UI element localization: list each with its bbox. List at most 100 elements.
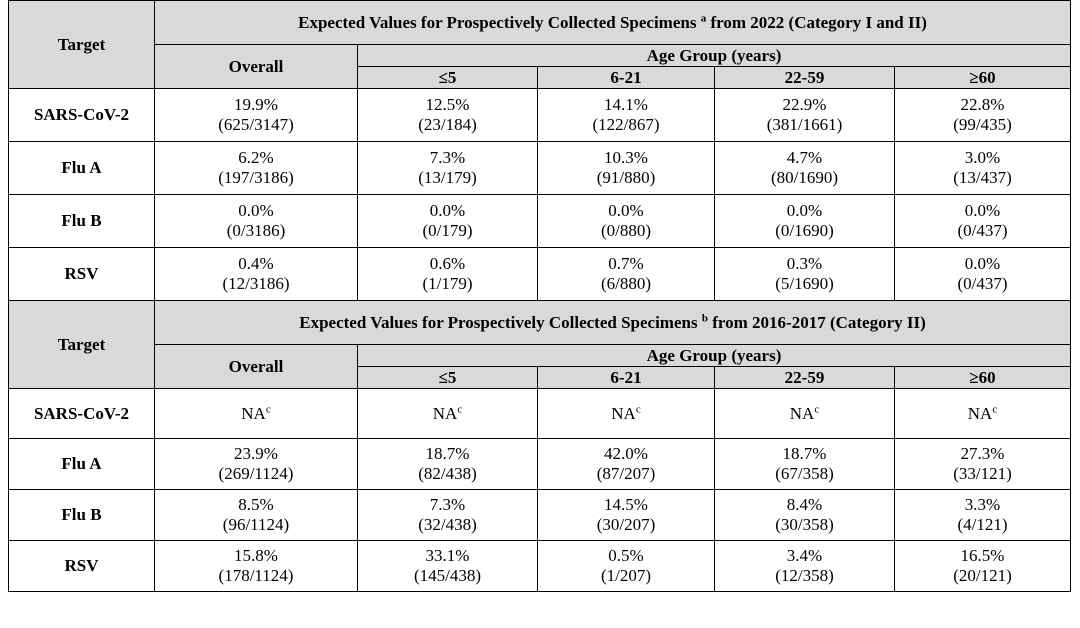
- table-row: SARS-CoV-2 NAc NAc NAc NAc NAc: [8, 388, 1072, 439]
- value-cell: 7.3% (13/179): [357, 141, 538, 195]
- value-cell: 3.3% (4/121): [893, 489, 1072, 541]
- fraction-value: (80/1690): [770, 168, 839, 187]
- value-cell: 0.0% (0/880): [537, 194, 715, 248]
- fraction-value: (82/438): [418, 464, 477, 483]
- fraction-value: (381/1661): [766, 115, 843, 134]
- percent-value: 10.3%: [604, 148, 648, 167]
- overall-header: Overall: [154, 44, 358, 89]
- row-target: Flu B: [8, 194, 155, 248]
- table-row: Flu A 6.2% (197/3186) 7.3% (13/179) 10.3% (91/…: [8, 141, 1072, 195]
- percent-value: 22.8%: [960, 95, 1005, 114]
- value-cell: 16.5% (20/121): [893, 540, 1072, 592]
- section-0-group-row: Overall Age Group (years): [9, 44, 1072, 89]
- value-cell: 27.3% (33/121): [893, 438, 1072, 490]
- fraction-value: (197/3186): [218, 168, 294, 187]
- na-footnote-mark: c: [814, 402, 820, 415]
- fraction-value: (20/121): [953, 566, 1012, 585]
- fraction-value: (12/3186): [222, 274, 290, 293]
- age-band-header: ≥60: [893, 66, 1072, 89]
- section-caption: Expected Values for Prospectively Collec…: [153, 0, 1072, 45]
- row-target: RSV: [8, 247, 155, 301]
- percent-value: 8.5%: [238, 495, 274, 514]
- value-cell: 0.0% (0/437): [893, 247, 1072, 301]
- na-text: NA: [241, 403, 266, 423]
- value-cell: 19.9% (625/3147): [154, 88, 358, 142]
- na-cell: NAc: [357, 388, 538, 439]
- fraction-value: (13/437): [953, 168, 1012, 187]
- age-band-header: 22-59: [714, 366, 895, 389]
- value-cell: 0.0% (0/3186): [154, 194, 358, 248]
- table-row: Flu B 8.5% (96/1124) 7.3% (32/438) 14.5% (30/2…: [8, 489, 1072, 541]
- age-band-header: 6-21: [537, 366, 715, 389]
- section-1-caption-row: Target Expected Values for Prospectively …: [8, 300, 1072, 389]
- percent-value: 14.1%: [604, 95, 648, 114]
- na-cell: NAc: [893, 388, 1072, 439]
- fraction-value: (122/867): [592, 115, 660, 134]
- expected-values-table: Target Expected Values for Prospectively …: [8, 0, 1072, 592]
- age-band-header: ≤5: [357, 366, 538, 389]
- table-row: SARS-CoV-2 19.9% (625/3147) 12.5% (23/184) 14…: [8, 88, 1072, 142]
- fraction-value: (32/438): [418, 515, 477, 534]
- value-cell: 0.0% (0/1690): [714, 194, 895, 248]
- value-cell: 18.7% (67/358): [714, 438, 895, 490]
- percent-value: 0.0%: [964, 201, 1001, 220]
- percent-value: 3.4%: [786, 546, 823, 565]
- caption-tail: from 2022 (Category I and II): [710, 12, 927, 32]
- na-cell: NAc: [537, 388, 715, 439]
- fraction-value: (87/207): [596, 464, 656, 483]
- value-cell: 0.6% (1/179): [357, 247, 538, 301]
- fraction-value: (0/1690): [775, 221, 834, 240]
- percent-value: 27.3%: [960, 444, 1005, 463]
- percent-value: 3.0%: [964, 148, 1001, 167]
- na-text: NA: [432, 403, 458, 423]
- value-cell: 14.5% (30/207): [537, 489, 715, 541]
- na-text: NA: [611, 403, 636, 423]
- value-cell: 10.3% (91/880): [537, 141, 715, 195]
- value-cell: 7.3% (32/438): [357, 489, 538, 541]
- fraction-value: (145/438): [413, 566, 482, 585]
- percent-value: 0.6%: [429, 254, 466, 273]
- fraction-value: (30/358): [775, 515, 834, 534]
- table-row: Flu B 0.0% (0/3186) 0.0% (0/179) 0.0% (0/880) 0…: [8, 194, 1072, 248]
- fraction-value: (1/179): [422, 274, 473, 293]
- age-band-header: ≤5: [357, 66, 538, 89]
- percent-value: 18.7%: [425, 444, 470, 463]
- expected-values-document: Target Expected Values for Prospectively …: [8, 0, 1072, 592]
- section-1-group-row: Overall Age Group (years): [9, 344, 1072, 389]
- percent-value: 42.0%: [604, 444, 648, 463]
- fraction-value: (0/880): [600, 221, 652, 240]
- fraction-value: (33/121): [953, 464, 1012, 483]
- value-cell: 0.0% (0/179): [357, 194, 538, 248]
- percent-value: 0.0%: [786, 201, 823, 220]
- percent-value: 23.9%: [234, 444, 278, 463]
- percent-value: 7.3%: [429, 148, 466, 167]
- na-footnote-mark: c: [992, 402, 998, 415]
- fraction-value: (0/437): [957, 274, 1008, 293]
- value-cell: 15.8% (178/1124): [154, 540, 358, 592]
- percent-value: 18.7%: [782, 444, 827, 463]
- percent-value: 0.4%: [238, 254, 274, 273]
- value-cell: 8.4% (30/358): [714, 489, 895, 541]
- fraction-value: (13/179): [418, 168, 477, 187]
- fraction-value: (0/179): [422, 221, 473, 240]
- fraction-value: (99/435): [953, 115, 1012, 134]
- age-group-header: Age Group (years): [356, 344, 1072, 367]
- fraction-value: (12/358): [775, 566, 834, 585]
- na-cell: NAc: [714, 388, 895, 439]
- percent-value: 0.3%: [786, 254, 823, 273]
- row-target: Flu A: [8, 141, 155, 195]
- percent-value: 8.4%: [786, 495, 823, 514]
- table-row: RSV 0.4% (12/3186) 0.6% (1/179) 0.7% (6/880) 0.…: [8, 247, 1072, 301]
- caption-text: Expected Values for Prospectively Collec…: [298, 12, 697, 32]
- percent-value: 3.3%: [964, 495, 1001, 514]
- caption-footnote-mark: a: [700, 11, 707, 24]
- percent-value: 12.5%: [425, 95, 470, 114]
- overall-header: Overall: [154, 344, 358, 389]
- fraction-value: (67/358): [775, 464, 834, 483]
- na-footnote-mark: c: [457, 402, 463, 415]
- value-cell: 0.4% (12/3186): [154, 247, 358, 301]
- na-footnote-mark: c: [265, 402, 271, 415]
- table-row: RSV 15.8% (178/1124) 33.1% (145/438) 0.5% (1/2…: [8, 540, 1072, 592]
- fraction-value: (6/880): [600, 274, 652, 293]
- table-row: Flu A 23.9% (269/1124) 18.7% (82/438) 42.0% (8…: [8, 438, 1072, 490]
